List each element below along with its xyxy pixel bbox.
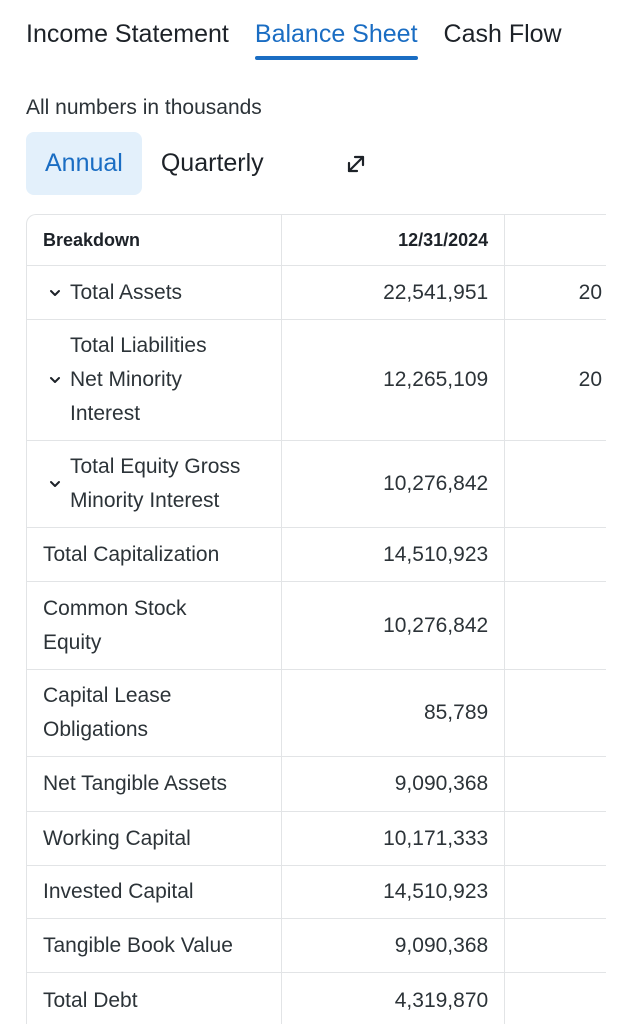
table-row[interactable]: Total Equity Gross Minority Interest 10,… — [27, 440, 606, 527]
statement-tabs: Income Statement Balance Sheet Cash Flow — [26, 18, 588, 62]
table-row: Invested Capital 14,510,923 — [27, 865, 606, 918]
table-row: Tangible Book Value 9,090,368 — [27, 918, 606, 972]
period-toggle: Annual Quarterly — [26, 132, 365, 195]
row-label: Total Liabilities Net Minority Interest — [27, 320, 282, 440]
table-row[interactable]: Total Assets 22,541,951 20 — [27, 265, 606, 319]
row-next-value: 20 — [578, 368, 603, 391]
row-label-text: Total Liabilities Net Minority Interest — [70, 334, 207, 425]
breakdown-header: Breakdown — [27, 215, 282, 265]
table-row: Working Capital 10,171,333 — [27, 811, 606, 865]
tab-income-statement[interactable]: Income Statement — [26, 20, 229, 48]
row-value: 12,265,109 — [282, 320, 506, 440]
tab-cash-flow[interactable]: Cash Flow — [443, 20, 562, 48]
row-label-text: Total Equity Gross Minority Interest — [70, 455, 241, 512]
row-label: Tangible Book Value — [27, 919, 282, 972]
row-label: Total Assets — [27, 266, 282, 319]
row-label: Invested Capital — [27, 866, 282, 918]
quarterly-button[interactable]: Quarterly — [160, 149, 264, 177]
row-next-value — [505, 812, 606, 865]
row-value: 14,510,923 — [282, 528, 506, 581]
balance-sheet-table: Breakdown 12/31/2024 Total Assets 22,541… — [26, 214, 606, 1024]
row-label-text: Common Stock Equity — [43, 596, 187, 654]
row-label: Total Capitalization — [27, 528, 282, 581]
chevron-down-icon[interactable] — [49, 287, 61, 299]
row-value: 10,276,842 — [282, 582, 506, 669]
expand-arrows-icon[interactable] — [344, 152, 368, 176]
table-row: Net Tangible Assets 9,090,368 — [27, 756, 606, 811]
table-row: Total Capitalization 14,510,923 — [27, 527, 606, 581]
row-label: Total Equity Gross Minority Interest — [27, 441, 282, 527]
row-next-value — [505, 866, 606, 918]
row-next-value — [505, 582, 606, 669]
row-next-value — [505, 919, 606, 972]
row-label-text: Capital Lease Obligations — [43, 684, 172, 741]
row-value: 4,319,870 — [282, 973, 506, 1024]
row-value: 9,090,368 — [282, 919, 506, 972]
tab-balance-sheet[interactable]: Balance Sheet — [254, 18, 418, 62]
row-value: 22,541,951 — [282, 266, 506, 319]
row-label-text: Total Assets — [70, 280, 183, 304]
chevron-down-icon[interactable] — [49, 374, 61, 386]
row-value: 10,276,842 — [282, 441, 506, 527]
row-next-value — [505, 670, 606, 756]
table-header-row: Breakdown 12/31/2024 — [27, 215, 606, 265]
row-label: Common Stock Equity — [27, 582, 282, 669]
row-next-value — [505, 528, 606, 581]
row-next-value — [505, 757, 606, 811]
chevron-down-icon[interactable] — [49, 478, 61, 490]
row-label: Net Tangible Assets — [27, 757, 282, 811]
table-row[interactable]: Total Liabilities Net Minority Interest … — [27, 319, 606, 440]
next-column-header — [505, 215, 606, 265]
row-label: Capital Lease Obligations — [27, 670, 282, 756]
table-row: Capital Lease Obligations 85,789 — [27, 669, 606, 756]
row-value: 9,090,368 — [282, 757, 506, 811]
row-label: Total Debt — [27, 973, 282, 1024]
annual-button[interactable]: Annual — [26, 132, 142, 195]
row-next-value: 20 — [578, 280, 603, 304]
row-value: 14,510,923 — [282, 866, 506, 918]
units-note: All numbers in thousands — [26, 96, 262, 119]
row-next-value — [505, 441, 606, 527]
row-value: 85,789 — [282, 670, 506, 756]
table-row: Common Stock Equity 10,276,842 — [27, 581, 606, 669]
row-next-value — [505, 973, 606, 1024]
row-label: Working Capital — [27, 812, 282, 865]
row-value: 10,171,333 — [282, 812, 506, 865]
table-row: Total Debt 4,319,870 — [27, 972, 606, 1024]
date-column-header: 12/31/2024 — [282, 215, 506, 265]
